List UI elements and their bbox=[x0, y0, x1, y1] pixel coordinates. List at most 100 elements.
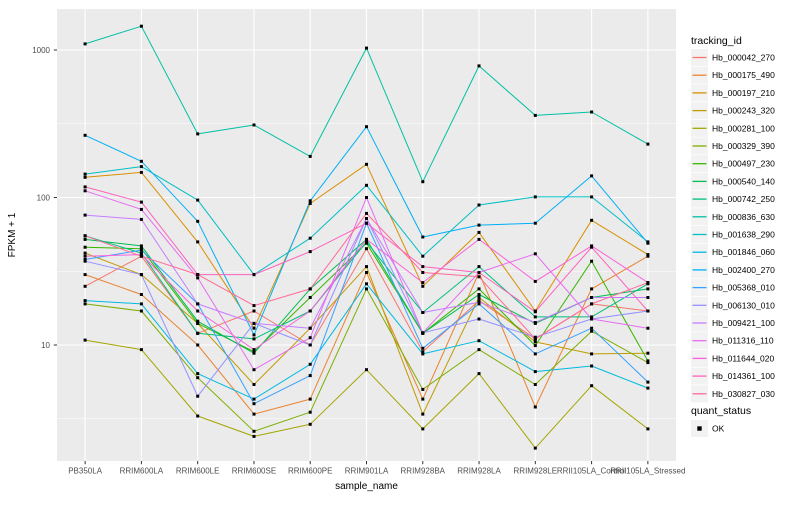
data-point bbox=[83, 284, 87, 288]
data-point bbox=[533, 337, 537, 341]
data-point bbox=[646, 361, 650, 365]
data-point bbox=[477, 271, 481, 274]
data-point bbox=[590, 315, 594, 319]
data-point bbox=[196, 343, 200, 347]
data-point bbox=[421, 265, 425, 269]
data-point bbox=[83, 251, 87, 255]
legend-item-label: Hb_002400_270 bbox=[712, 265, 775, 275]
data-point bbox=[477, 317, 481, 321]
data-point bbox=[83, 213, 87, 217]
data-point bbox=[421, 180, 425, 184]
legend-item-label: Hb_000243_320 bbox=[712, 106, 775, 116]
data-point bbox=[533, 221, 537, 225]
data-point bbox=[590, 195, 594, 199]
data-point bbox=[477, 265, 481, 269]
data-point bbox=[252, 412, 256, 416]
legend-title-tracking-id: tracking_id bbox=[691, 35, 742, 47]
data-point bbox=[83, 172, 87, 176]
data-point bbox=[83, 302, 87, 306]
data-point bbox=[365, 46, 368, 50]
data-point bbox=[477, 339, 481, 343]
data-point bbox=[308, 199, 312, 203]
data-point bbox=[365, 211, 368, 215]
data-point bbox=[533, 321, 537, 324]
data-point bbox=[252, 351, 256, 355]
data-point bbox=[533, 315, 537, 319]
data-point bbox=[365, 271, 368, 274]
data-point bbox=[533, 113, 537, 117]
data-point bbox=[421, 271, 425, 274]
data-point bbox=[252, 337, 256, 341]
data-point bbox=[196, 414, 200, 418]
data-point bbox=[421, 352, 425, 356]
data-point bbox=[196, 309, 200, 313]
data-point bbox=[533, 279, 537, 283]
data-point bbox=[646, 326, 650, 330]
data-point bbox=[139, 170, 143, 174]
data-point bbox=[83, 273, 87, 277]
data-point bbox=[477, 372, 481, 376]
data-point bbox=[252, 326, 256, 330]
data-point bbox=[477, 296, 481, 299]
legend-item-label: Hb_006130_010 bbox=[712, 300, 775, 310]
data-point bbox=[477, 275, 481, 279]
data-point bbox=[139, 207, 143, 211]
data-point bbox=[83, 254, 87, 258]
data-point bbox=[477, 230, 481, 234]
data-point bbox=[365, 125, 368, 129]
data-point bbox=[477, 302, 481, 306]
legend-item-label: Hb_001638_290 bbox=[712, 230, 775, 240]
legend-item-label: Hb_000197_210 bbox=[712, 88, 775, 98]
data-point bbox=[139, 293, 143, 296]
data-point bbox=[83, 185, 87, 189]
data-point bbox=[308, 236, 312, 240]
data-point bbox=[83, 245, 87, 249]
data-point bbox=[477, 293, 481, 296]
data-point bbox=[590, 218, 594, 222]
data-point bbox=[139, 24, 143, 28]
data-point bbox=[533, 352, 537, 356]
data-point bbox=[252, 434, 256, 438]
legend-item-label: Hb_005368_010 bbox=[712, 283, 775, 293]
data-point bbox=[308, 309, 312, 313]
legend-item-label: Hb_014361_100 bbox=[712, 371, 775, 381]
data-point bbox=[646, 386, 650, 390]
data-point bbox=[590, 384, 594, 388]
data-point bbox=[196, 394, 200, 398]
data-point bbox=[83, 42, 87, 46]
data-point bbox=[308, 202, 312, 205]
x-tick-label: PB350LA bbox=[68, 467, 102, 476]
data-point bbox=[477, 237, 481, 241]
data-point bbox=[590, 364, 594, 368]
data-point bbox=[308, 422, 312, 426]
data-point bbox=[646, 254, 650, 258]
data-point bbox=[196, 321, 200, 325]
data-point bbox=[196, 198, 200, 202]
data-point bbox=[196, 331, 200, 335]
data-point bbox=[533, 310, 537, 314]
x-tick-label: RRIM600LE bbox=[176, 467, 220, 476]
x-tick-label: RRII105LA_Stressed bbox=[610, 467, 685, 476]
data-point bbox=[590, 174, 594, 178]
x-tick-label: RRIM600LA bbox=[120, 467, 164, 476]
data-point bbox=[533, 446, 537, 450]
data-point bbox=[83, 258, 87, 261]
data-point bbox=[533, 344, 537, 348]
data-point bbox=[646, 427, 650, 431]
data-point bbox=[252, 348, 256, 352]
data-point bbox=[590, 296, 594, 299]
data-point bbox=[139, 302, 143, 306]
data-point bbox=[308, 154, 312, 158]
data-point bbox=[139, 348, 143, 352]
data-point bbox=[477, 287, 481, 291]
data-point bbox=[646, 253, 650, 257]
data-point bbox=[308, 343, 312, 347]
data-point bbox=[646, 281, 650, 285]
x-tick-label: RRIM600SE bbox=[232, 467, 276, 476]
legend-item-label: Hb_000836_630 bbox=[712, 212, 775, 222]
data-point bbox=[590, 317, 594, 321]
data-point bbox=[83, 133, 87, 137]
data-point bbox=[477, 64, 481, 68]
data-point bbox=[196, 376, 200, 380]
